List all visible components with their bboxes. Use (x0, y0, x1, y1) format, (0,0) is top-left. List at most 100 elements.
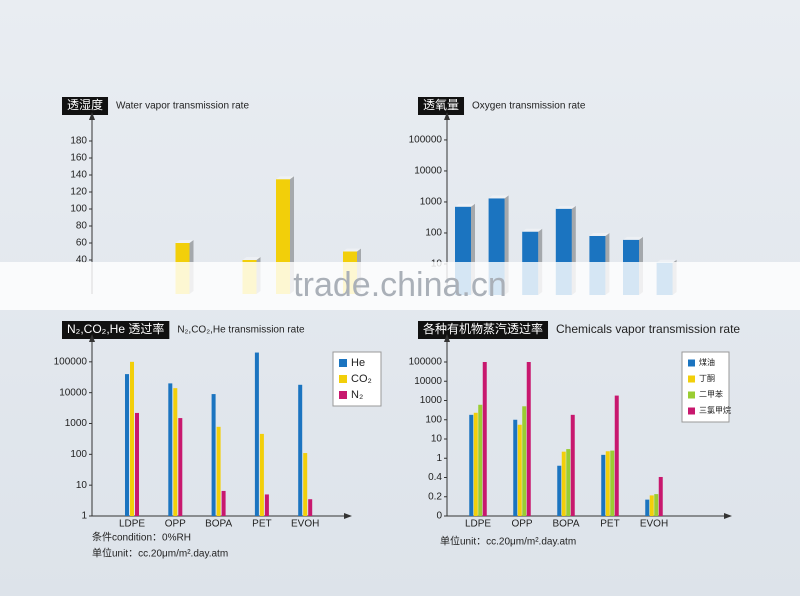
bar (517, 424, 522, 516)
legend-label: 丁酮 (699, 374, 715, 383)
y-tick-label: 10000 (414, 376, 442, 387)
bar-top (623, 236, 643, 240)
legend-swatch (688, 359, 695, 367)
bar (173, 388, 178, 516)
x-tick-label: LDPE (465, 519, 491, 530)
y-tick-label: 100 (70, 449, 87, 460)
y-tick-label: 0.2 (428, 491, 442, 502)
bar (614, 395, 619, 516)
chart-title: N₂,CO₂,He 透过率 (67, 321, 164, 336)
bar (259, 433, 264, 516)
legend-swatch (688, 375, 695, 383)
bar (557, 465, 562, 516)
bar-top (656, 259, 677, 263)
bar (526, 362, 531, 516)
bar (264, 494, 269, 516)
bar-top (455, 203, 475, 207)
x-tick-label: BOPA (552, 519, 579, 530)
bar-top (242, 257, 261, 260)
note: 单位unit：cc.20μm/m².day.atm (92, 547, 228, 560)
bar (254, 352, 259, 516)
legend-label: 二甲苯 (699, 389, 723, 399)
bar (308, 499, 313, 516)
charts: 透湿度 Water vapor transmission rate40608010… (54, 97, 740, 560)
bar (125, 374, 129, 516)
legend-label: CO₂ (351, 373, 372, 385)
legend-swatch (339, 375, 347, 383)
bar (211, 394, 216, 516)
legend-label: 三氯甲烷 (699, 405, 731, 415)
bar (303, 453, 308, 516)
y-tick-label: 40 (76, 255, 88, 266)
x-tick-label: OPP (165, 519, 186, 530)
y-tick-label: 100000 (409, 357, 443, 368)
y-tick-label: 10 (76, 480, 88, 491)
chart-subtitle: Oxygen transmission rate (472, 101, 586, 112)
bar-top (175, 240, 194, 243)
x-tick-label: PET (600, 519, 619, 530)
bar (570, 414, 575, 516)
bar-top (343, 248, 361, 252)
x-tick-label: PET (252, 519, 271, 530)
x-tick-label: EVOH (640, 519, 668, 530)
y-tick-label: 0.4 (428, 472, 442, 483)
y-tick-label: 100 (425, 228, 442, 239)
chart: 各种有机物蒸汽透过率 Chemicals vapor transmission r… (409, 321, 740, 548)
bar-top (589, 232, 610, 236)
y-tick-label: 100 (70, 204, 87, 215)
bar (645, 499, 650, 516)
legend-label: 煤油 (699, 357, 715, 367)
note: 条件condition：0%RH (92, 531, 191, 544)
bar (601, 454, 606, 516)
legend-swatch (688, 407, 695, 415)
y-tick-label: 10000 (414, 166, 442, 177)
legend-label: He (351, 357, 365, 369)
chart-subtitle: Water vapor transmission rate (116, 101, 249, 112)
bar-top (276, 176, 294, 180)
y-tick-label: 100 (425, 414, 442, 425)
bar-top (555, 205, 576, 209)
y-tick-label: 160 (70, 153, 87, 164)
chart-title: 透氧量 (423, 98, 459, 112)
x-tick-label: EVOH (291, 519, 319, 530)
y-tick-label: 10000 (59, 387, 87, 398)
y-tick-label: 1000 (65, 418, 88, 429)
chart-title: 各种有机物蒸汽透过率 (423, 321, 543, 336)
bar (473, 412, 478, 516)
x-tick-label: LDPE (119, 519, 145, 530)
legend-swatch (688, 391, 695, 399)
bar (221, 490, 226, 516)
y-tick-label: 180 (70, 136, 87, 147)
legend-swatch (339, 359, 347, 367)
bar (658, 476, 663, 516)
bar (522, 406, 527, 516)
title-badge (62, 321, 170, 339)
bar (605, 451, 610, 516)
watermark: trade.china.cn (293, 266, 507, 304)
bar (610, 450, 615, 516)
y-tick-label: 100000 (54, 356, 88, 367)
bar (168, 383, 173, 516)
y-tick-label: 1000 (420, 395, 443, 406)
bar (298, 384, 303, 516)
note: 单位unit：cc.20μm/m².day.atm (440, 535, 576, 548)
bar (566, 449, 571, 516)
y-tick-label: 60 (76, 238, 88, 249)
title-badge (418, 321, 549, 339)
y-tick-label: 80 (76, 221, 88, 232)
bar (469, 414, 474, 516)
bar (513, 419, 518, 516)
y-tick-label: 1000 (420, 197, 443, 208)
bar (178, 418, 183, 516)
bar (130, 361, 134, 516)
bar-top (488, 195, 509, 199)
x-tick-label: OPP (511, 519, 532, 530)
watermark-band (0, 262, 800, 310)
bar (482, 362, 487, 516)
legend-swatch (339, 391, 347, 399)
bar (216, 426, 221, 516)
chart: N₂,CO₂,He 透过率 N₂,CO₂,He transmission rate… (54, 321, 382, 560)
chart-subtitle: Chemicals vapor transmission rate (556, 322, 740, 336)
bar (561, 451, 566, 516)
y-tick-label: 100000 (409, 135, 443, 146)
